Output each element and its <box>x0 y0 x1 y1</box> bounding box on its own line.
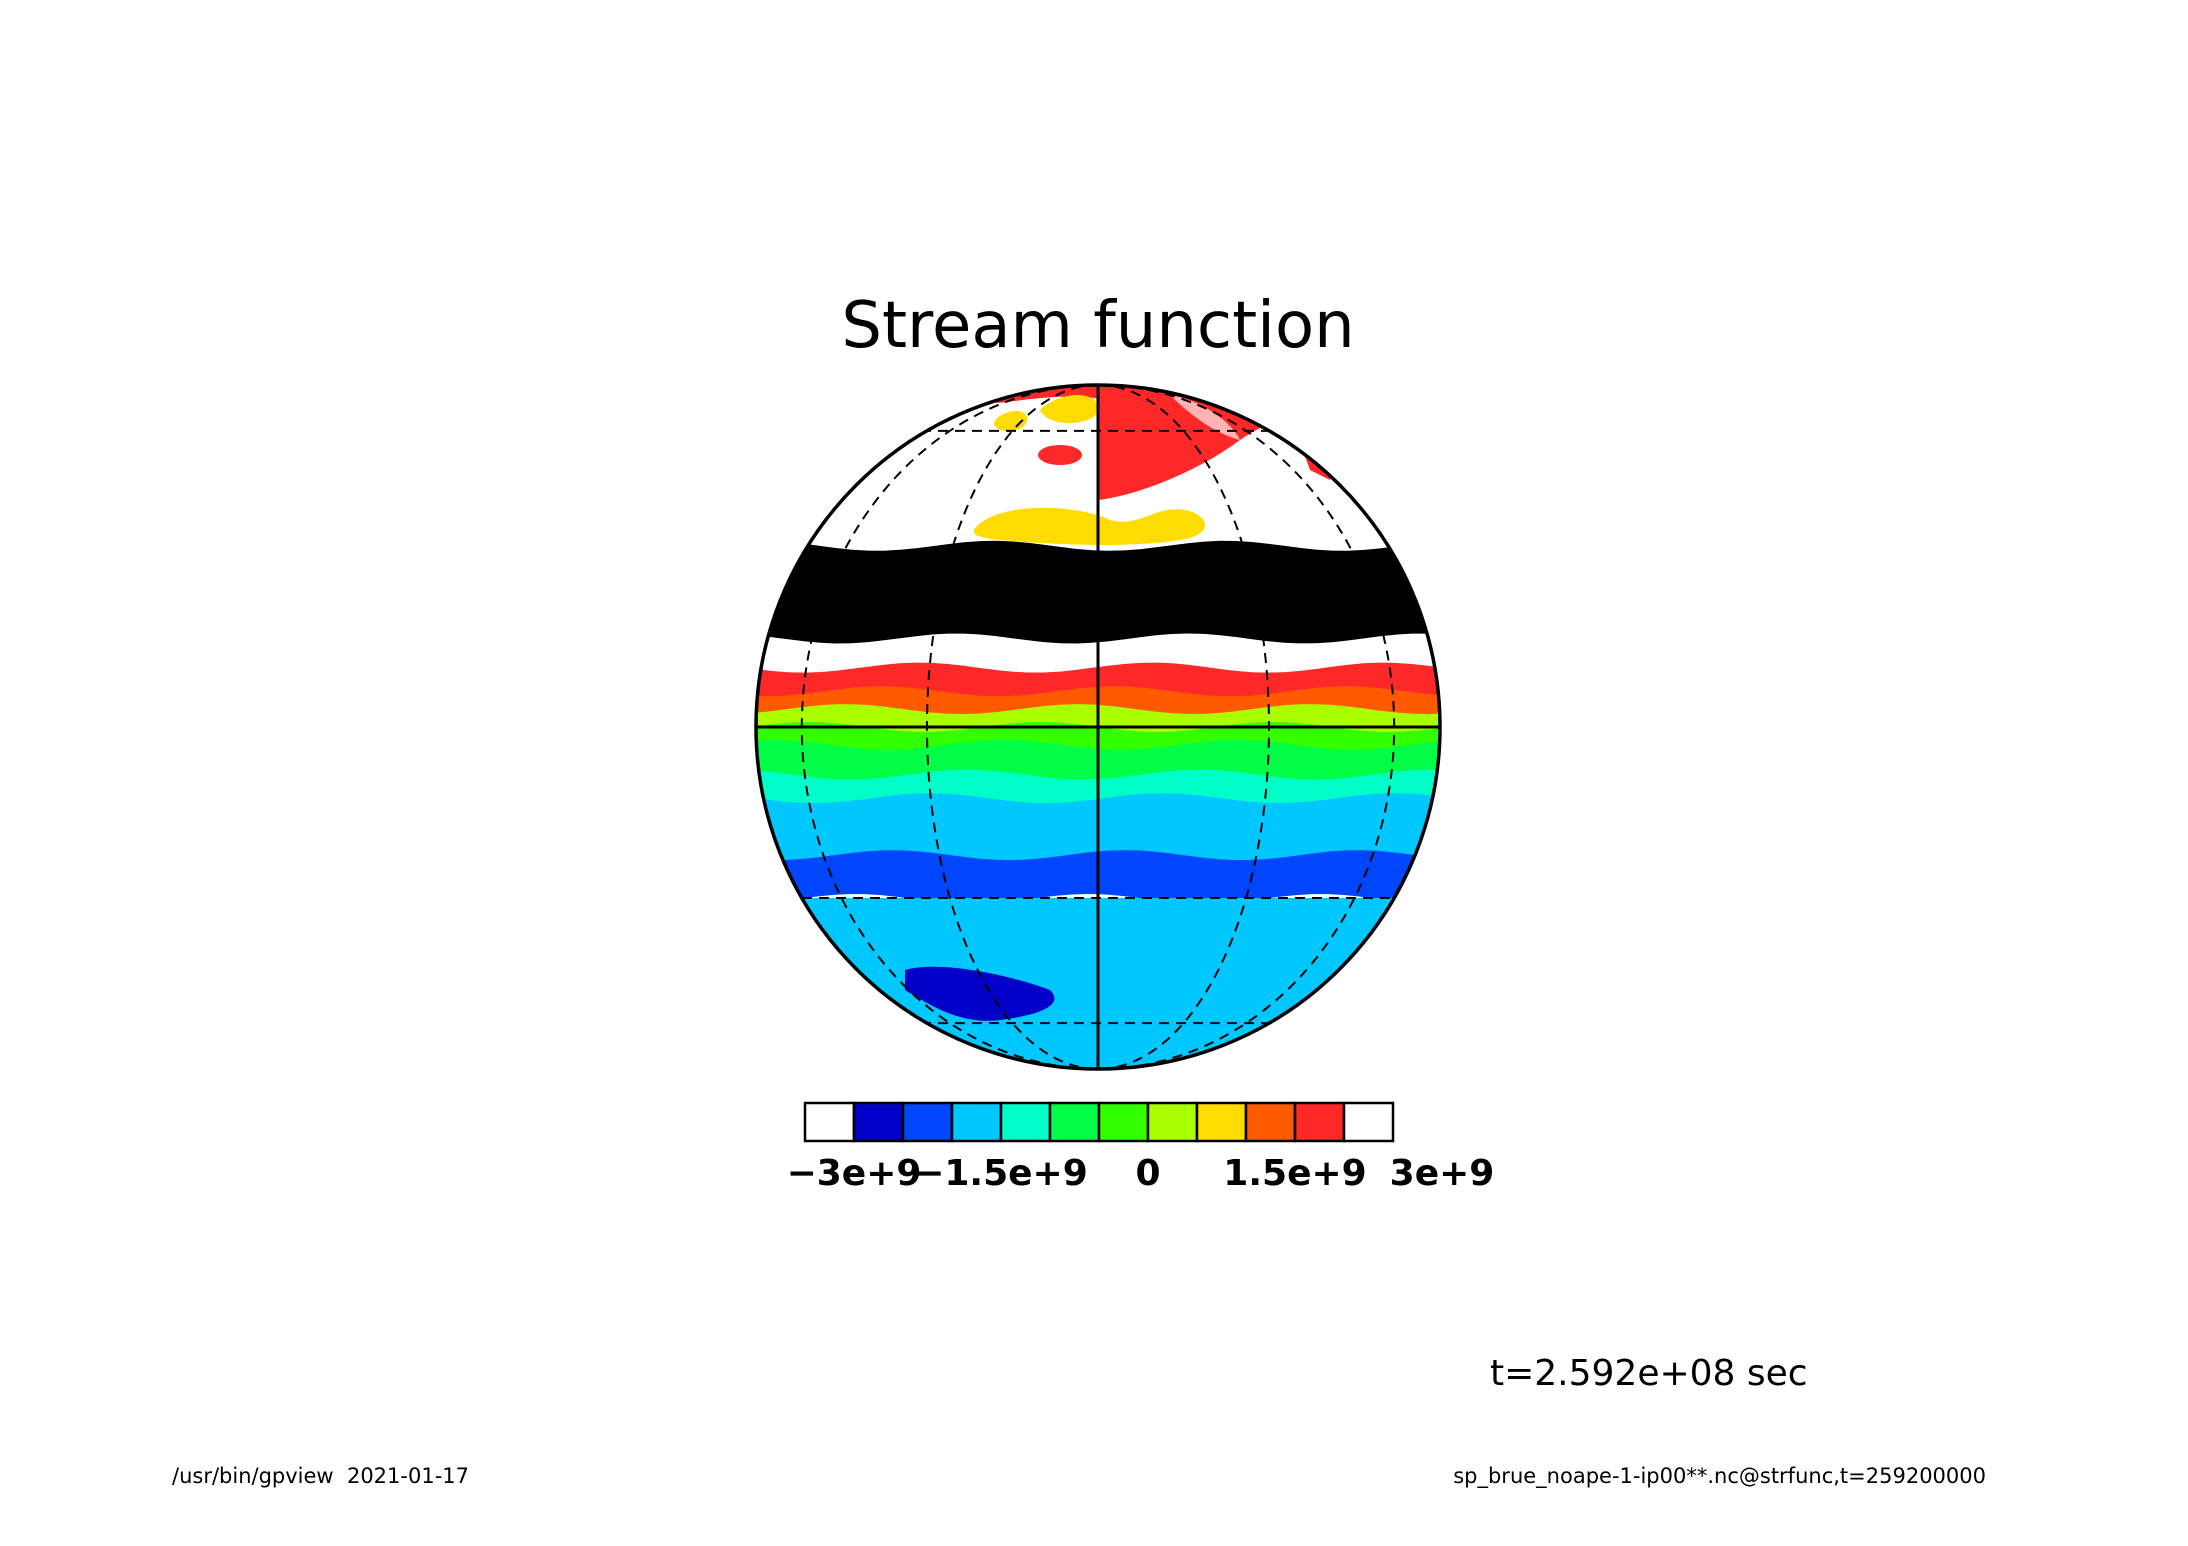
colorbar-tick-labels: −3e+9−1.5e+9 0 1.5e+9 3e+9 <box>787 1153 1495 1194</box>
contour-feature <box>1055 1042 1106 1058</box>
time-label: t=2.592e+08 sec <box>1490 1353 1808 1394</box>
colorbar-swatch <box>999 1101 1052 1143</box>
colorbar-tick-label: 0 <box>1135 1153 1160 1194</box>
colorbar-swatch <box>803 1101 856 1143</box>
contour-feature <box>905 966 1055 1021</box>
colorbar-swatch <box>1342 1101 1395 1143</box>
footer-left-text: /usr/bin/gpview 2021-01-17 <box>172 1464 469 1488</box>
contour-feature <box>1170 395 1240 440</box>
colorbar-tick-label: −3e+9 <box>787 1153 922 1194</box>
colorbar-swatch <box>852 1101 905 1143</box>
colorbar-swatch <box>1048 1101 1101 1143</box>
colorbar-swatch <box>950 1101 1003 1143</box>
colorbar-tick-label: −1.5e+9 <box>914 1153 1088 1194</box>
colorbar-swatch <box>1097 1101 1150 1143</box>
colorbar-swatch <box>901 1101 954 1143</box>
contour-feature <box>1038 445 1082 465</box>
colorbar-swatch <box>1293 1101 1346 1143</box>
globe-map <box>754 383 1442 1071</box>
colorbar-tick-label: 3e+9 <box>1390 1153 1495 1194</box>
globe-outline <box>754 383 1442 1071</box>
footer-right-text: sp_brue_noape-1-ip00**.nc@strfunc,t=2592… <box>1453 1464 1986 1489</box>
plot-title: Stream function <box>841 289 1354 363</box>
contour-feature <box>973 507 1205 545</box>
colorbar-swatch <box>1146 1101 1199 1143</box>
colorbar-tick-label: 1.5e+9 <box>1223 1153 1366 1194</box>
colorbar-swatch <box>1244 1101 1297 1143</box>
colorbar-swatch <box>1195 1101 1248 1143</box>
colorbar <box>803 1101 1395 1143</box>
